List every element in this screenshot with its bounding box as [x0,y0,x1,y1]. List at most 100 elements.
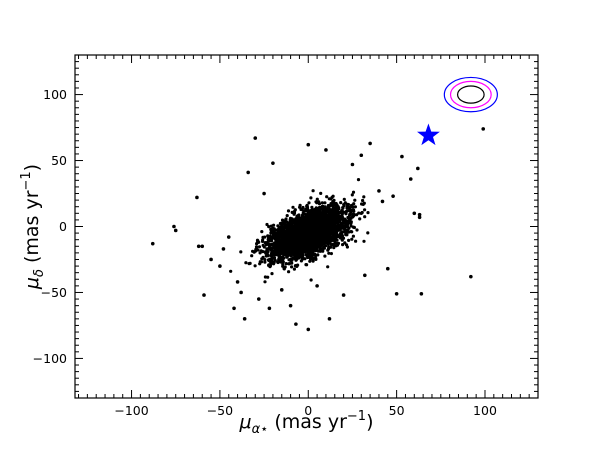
star-point [294,247,298,251]
star-point [309,278,313,282]
outlier-point [377,189,381,193]
star-point [337,225,341,229]
outlier-point [412,211,417,216]
star-point [303,221,307,225]
star-point [263,258,267,262]
outlier-point [173,228,178,233]
star-point [252,250,256,254]
star-point [279,257,283,261]
star-point [285,248,289,252]
star-point [305,205,310,209]
y-axis-label-symbol: μ [21,277,43,290]
star-point [320,231,324,235]
star-point [352,212,356,216]
y-tick-label: −100 [33,351,67,366]
star-point [308,259,312,263]
star-point [336,228,340,232]
star-point [325,214,329,218]
star-point [338,218,342,222]
outlier-point [408,177,413,181]
star-point [293,232,297,237]
x-axis-label-subscript: α⋆ [252,422,269,437]
star-point [318,247,322,251]
outlier-point [150,241,155,246]
star-point [329,228,333,232]
y-axis-label-subscript: δ [32,269,47,277]
star-point [272,246,276,250]
star-point [290,219,294,223]
outlier-point [288,303,293,308]
star-point [250,254,254,258]
star-point [307,209,311,213]
star-point [289,258,293,262]
star-point [312,208,317,212]
star-point [318,205,322,210]
star-point [310,225,314,229]
star-point [299,259,303,263]
star-point [307,252,311,256]
star-point [318,238,323,242]
star-point [350,193,354,197]
x-axis-label: μα⋆ (mas yr−1) [239,409,374,437]
star-point [318,243,322,247]
star-point [329,208,333,212]
star-point [336,212,340,216]
star-point [341,243,345,247]
star-point [266,247,271,251]
star-point [290,265,294,269]
star-point [272,223,276,227]
y-tick-label: 50 [51,153,67,168]
outlier-point [246,170,250,175]
star-point [305,216,309,220]
star-point [332,246,336,250]
star-point [291,205,295,209]
star-point [332,230,336,235]
outlier-point [195,195,199,200]
star-point [320,225,324,229]
star-point [280,232,284,237]
star-point [331,227,335,231]
x-tick-label: 100 [473,403,497,418]
star-point [302,209,306,213]
y-axis-label-unit: (mas yr [21,190,43,263]
star-point [306,255,310,260]
outlier-point [196,244,201,249]
star-point [324,228,328,232]
star-point [316,233,320,237]
star-point [321,212,326,216]
star-point [333,236,338,240]
outlier-point [267,306,272,311]
star-point [342,203,346,207]
star-point [287,239,291,243]
star-point [330,243,334,247]
target-star-marker [417,123,440,146]
star-point [293,250,297,254]
star-point [268,234,272,238]
star-point [360,202,364,206]
star-point [248,261,252,265]
star-point [308,222,312,226]
star-point [311,189,315,193]
star-point [315,201,319,205]
star-point [341,230,346,234]
outlier-point [394,291,399,296]
star-point [285,250,289,254]
star-point [261,255,265,259]
star-point [341,236,346,240]
star-point [366,231,370,235]
star-point [265,222,269,227]
star-point [267,236,272,241]
star-point [265,240,269,245]
outlier-point [380,199,385,204]
star-point [273,242,277,246]
star-point [304,234,308,238]
star-point [259,249,263,253]
star-point [282,242,286,246]
star-point [328,220,332,224]
x-tick-label: −100 [114,403,148,418]
star-point [308,228,312,232]
star-point [322,237,326,241]
star-point [255,242,259,246]
star-point [300,229,304,233]
